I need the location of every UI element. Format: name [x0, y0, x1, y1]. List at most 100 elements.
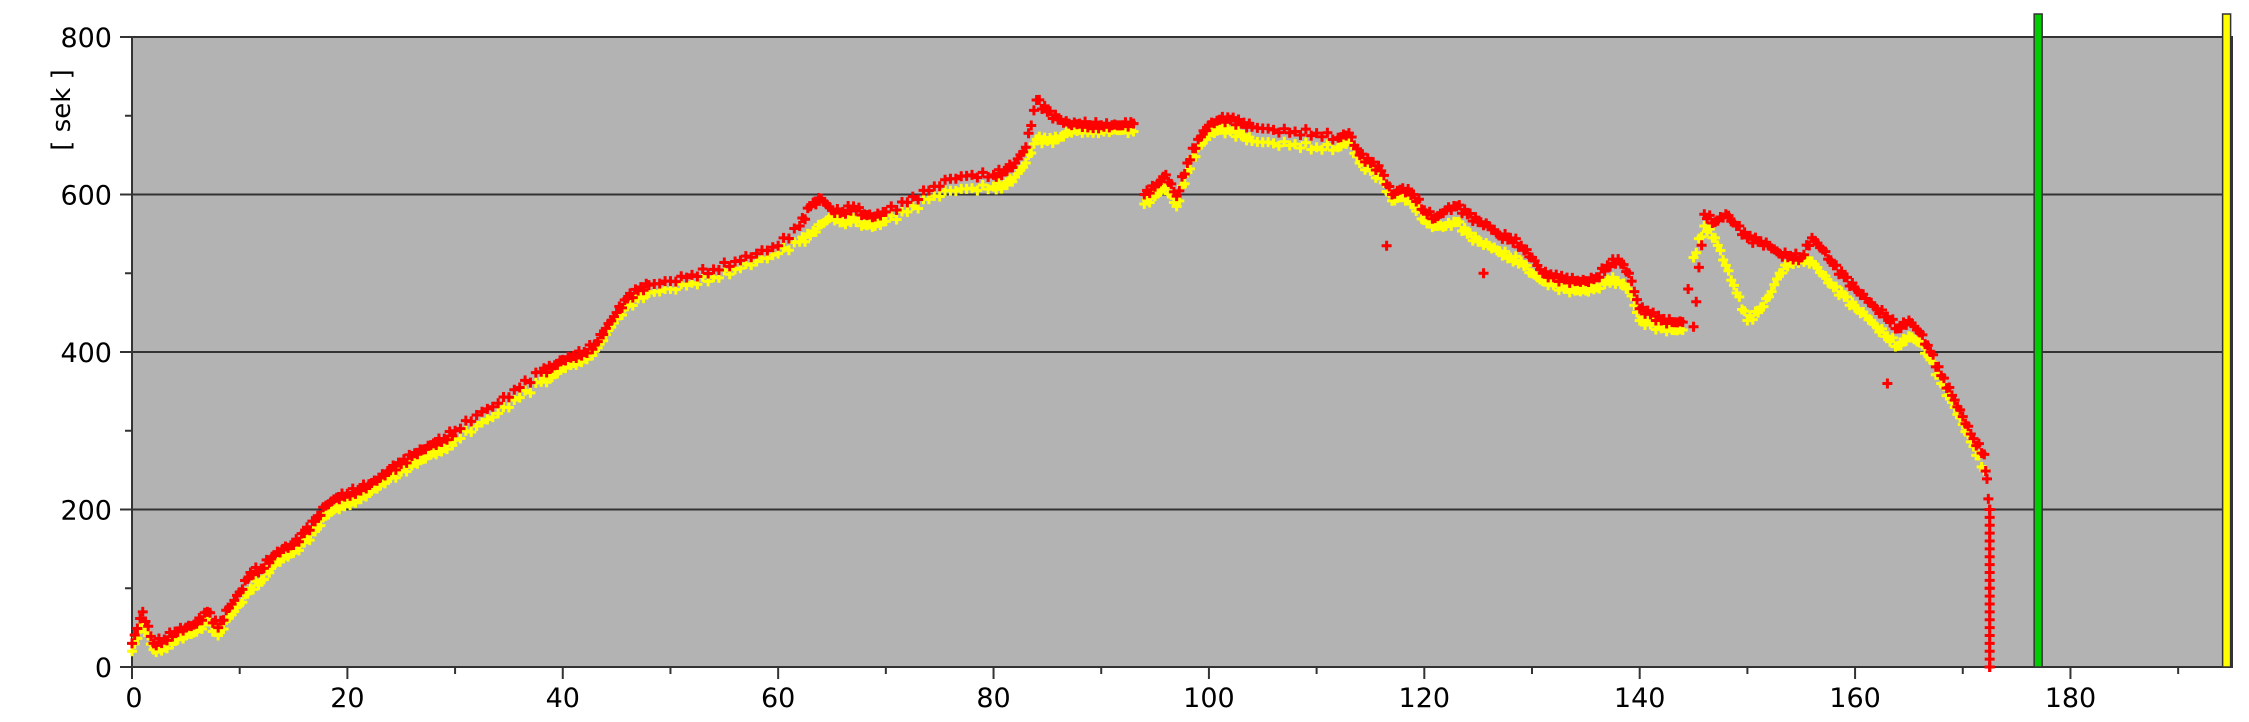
data-point — [1895, 323, 1906, 334]
data-point — [1454, 216, 1465, 227]
data-point — [1728, 280, 1739, 291]
data-point — [1691, 247, 1702, 258]
data-point — [972, 172, 983, 183]
data-point — [967, 183, 977, 194]
data-point — [1322, 139, 1333, 150]
data-point — [1887, 314, 1898, 325]
data-point — [525, 377, 536, 388]
data-point — [1739, 306, 1750, 317]
data-point — [1311, 142, 1322, 153]
data-point — [1618, 259, 1629, 270]
x-tick-label: 80 — [976, 683, 1010, 714]
data-point — [571, 352, 582, 363]
x-tick-label: 100 — [1183, 683, 1235, 714]
data-point — [1831, 281, 1842, 292]
data-point — [1747, 314, 1758, 325]
data-point — [129, 630, 140, 641]
data-point — [237, 597, 248, 608]
y-tick-label: 600 — [60, 181, 112, 212]
data-point — [482, 403, 493, 414]
x-tick-label: 120 — [1399, 683, 1451, 714]
data-point — [735, 255, 746, 266]
data-point — [1704, 210, 1715, 221]
data-point — [1917, 329, 1928, 340]
data-point — [213, 622, 224, 633]
data-point — [692, 271, 703, 282]
data-point — [1882, 378, 1893, 389]
yellow-reference-bar — [2221, 13, 2232, 668]
data-point — [1618, 278, 1629, 289]
data-point — [972, 185, 983, 196]
data-point — [1384, 181, 1395, 192]
data-point — [1804, 240, 1815, 251]
data-point — [1564, 287, 1575, 298]
data-point — [611, 307, 622, 318]
series-yellow — [127, 121, 1990, 658]
data-point — [923, 194, 934, 205]
data-point — [1723, 210, 1734, 221]
data-point — [1521, 244, 1532, 255]
data-point — [1734, 220, 1745, 231]
data-point — [1753, 307, 1764, 318]
data-point — [880, 216, 891, 227]
data-point — [1179, 178, 1190, 189]
data-point — [1594, 283, 1605, 294]
data-point — [1090, 117, 1101, 128]
data-point — [151, 640, 162, 651]
data-point — [1887, 332, 1898, 343]
data-point — [1831, 260, 1842, 271]
data-point — [977, 167, 988, 178]
data-point — [237, 584, 248, 595]
data-point — [1500, 228, 1511, 239]
data-point — [1034, 94, 1045, 105]
data-point — [1963, 421, 1974, 432]
data-point — [1607, 272, 1618, 283]
x-tick-label: 140 — [1614, 683, 1666, 714]
gridlines — [132, 193, 2232, 511]
y-tick-label: 0 — [95, 653, 112, 684]
data-point — [1540, 266, 1551, 277]
data-point — [1023, 128, 1034, 139]
data-point — [767, 242, 778, 253]
data-point — [778, 242, 789, 253]
data-point — [1847, 277, 1858, 288]
data-point — [1128, 118, 1139, 129]
data-point — [1238, 130, 1249, 141]
data-point — [1938, 373, 1949, 384]
data-point — [1798, 249, 1809, 260]
data-point — [1842, 272, 1852, 283]
data-point — [1026, 120, 1037, 131]
data-point — [598, 329, 609, 340]
data-point — [902, 206, 913, 217]
data-point — [1922, 340, 1933, 351]
data-point — [783, 233, 794, 244]
data-point — [455, 433, 466, 444]
data-point — [1758, 301, 1769, 312]
data-point — [1465, 228, 1476, 239]
data-point — [681, 272, 692, 283]
data-point — [1955, 404, 1966, 415]
data-point — [1777, 267, 1788, 278]
data-point — [991, 171, 1002, 182]
data-point — [1346, 131, 1357, 142]
data-point — [1984, 504, 1995, 515]
data-point — [1564, 277, 1575, 288]
data-point — [541, 367, 552, 378]
data-point — [810, 226, 821, 237]
data-point — [334, 494, 345, 505]
data-point — [670, 276, 681, 287]
data-point — [934, 181, 945, 192]
data-point — [541, 377, 552, 388]
data-point — [1424, 206, 1435, 217]
data-point — [450, 425, 461, 436]
data-point — [162, 635, 172, 646]
data-point — [310, 516, 321, 527]
data-point — [1080, 116, 1091, 127]
data-point — [913, 194, 924, 205]
data-point — [248, 584, 259, 595]
data-point — [520, 385, 531, 396]
data-point — [993, 177, 1004, 188]
data-point — [520, 375, 531, 386]
data-point — [1683, 284, 1694, 294]
